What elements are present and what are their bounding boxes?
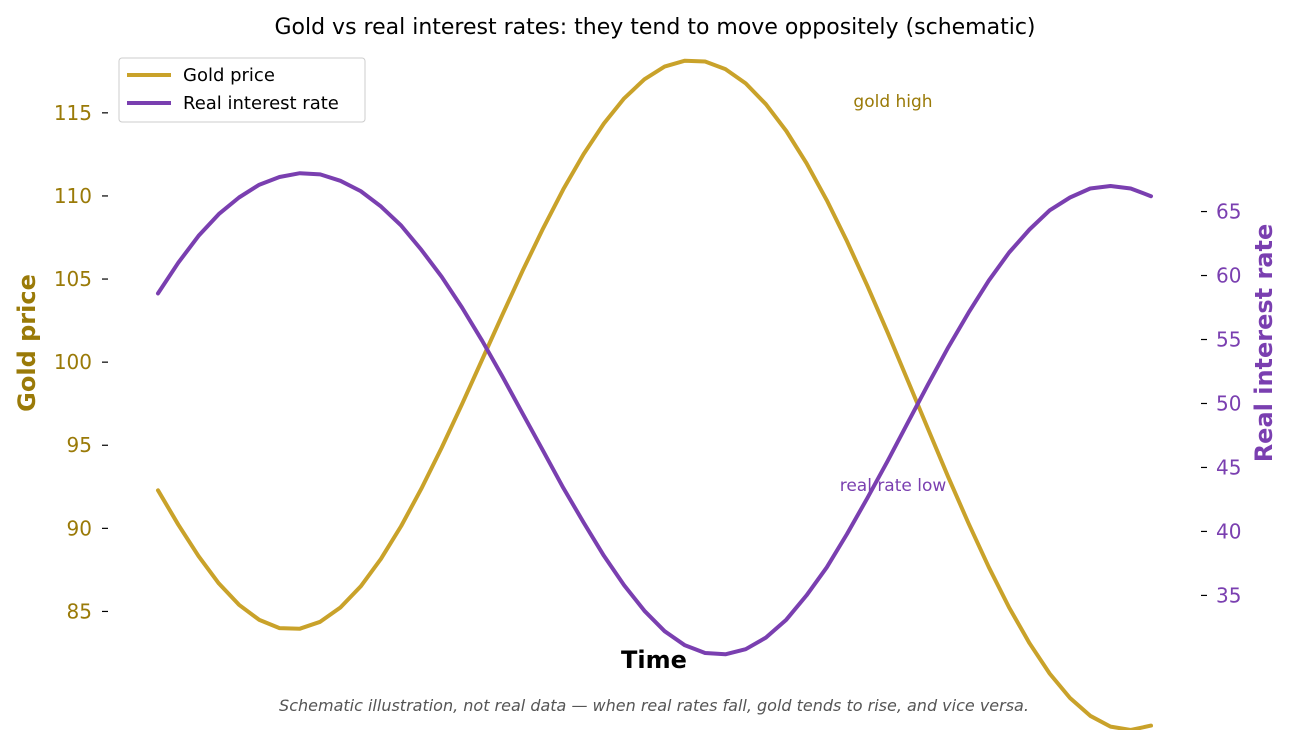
left-axis-ticks: 85 90 95 100 105 110 115 (54, 101, 108, 623)
chart-title: Gold vs real interest rates: they tend t… (274, 15, 1035, 40)
left-tick-label: 105 (54, 267, 92, 291)
right-axis-title: Real interest rate (1250, 224, 1278, 463)
right-tick-label: 60 (1216, 264, 1241, 288)
annotation-gold-high: gold high (853, 92, 932, 112)
right-tick-label: 35 (1216, 583, 1241, 607)
left-tick-label: 90 (67, 516, 92, 540)
left-tick-label: 100 (54, 350, 92, 374)
legend-label-rate: Real interest rate (183, 93, 339, 114)
right-axis-ticks: 35 40 45 50 55 60 65 (1201, 200, 1241, 607)
right-tick-label: 65 (1216, 200, 1241, 224)
left-tick-label: 95 (67, 433, 92, 457)
x-axis-title: Time (621, 646, 687, 674)
legend-box (118, 57, 366, 123)
legend: Gold price Real interest rate (118, 57, 366, 123)
annotation-real-rate-low: real rate low (840, 476, 947, 496)
series-layer (156, 58, 1153, 730)
right-tick-label: 50 (1216, 391, 1241, 415)
right-tick-label: 55 (1216, 328, 1241, 352)
series-line-gold-price (156, 58, 1153, 730)
left-tick-label: 85 (67, 599, 92, 623)
legend-label-gold: Gold price (183, 65, 275, 86)
right-tick-label: 40 (1216, 519, 1241, 543)
left-tick-label: 115 (54, 101, 92, 125)
left-tick-label: 110 (54, 184, 92, 208)
left-axis-title: Gold price (13, 274, 41, 412)
right-tick-label: 45 (1216, 455, 1241, 479)
footnote: Schematic illustration, not real data — … (279, 696, 1029, 715)
series-line-real-interest-rate (156, 171, 1153, 657)
